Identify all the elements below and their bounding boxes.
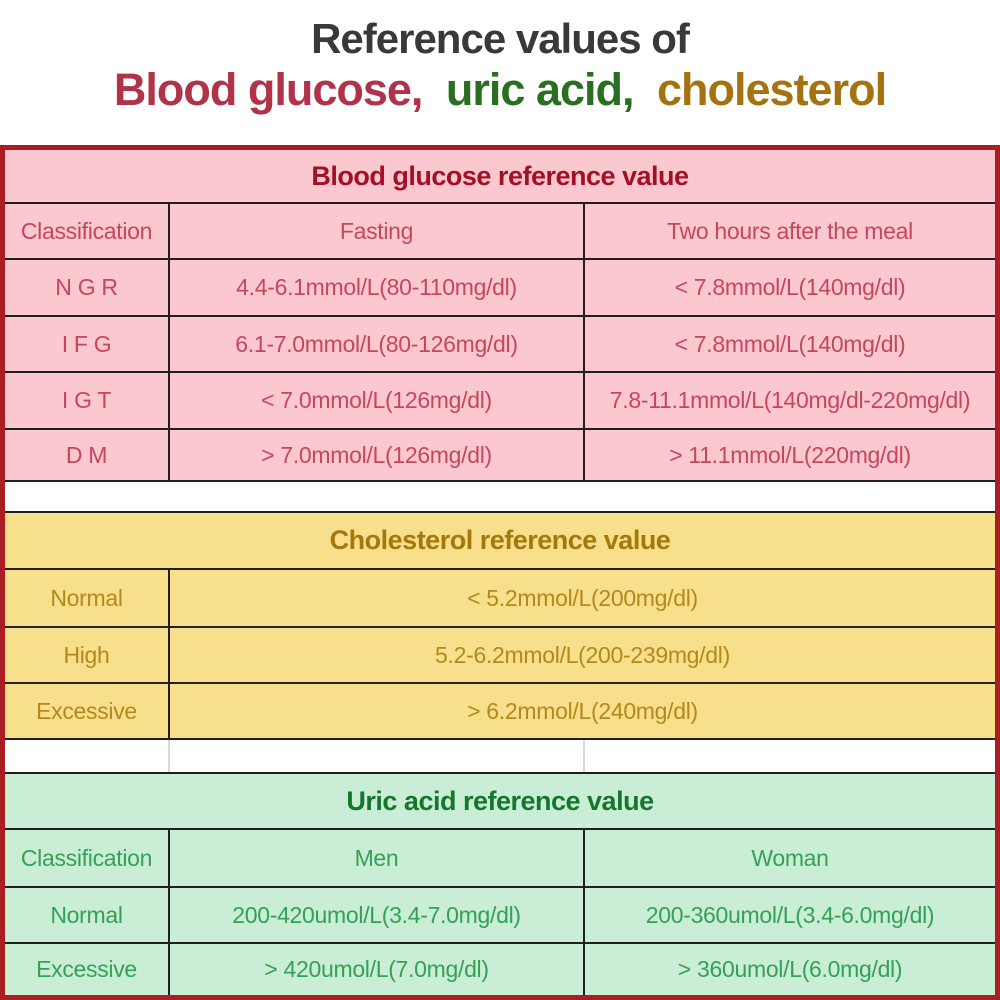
woman-value: 200-360umol/L(3.4-6.0mg/dl) (585, 888, 995, 942)
col-fasting: Fasting (170, 204, 585, 258)
row-label: I F G (5, 317, 170, 371)
woman-value: > 360umol/L(6.0mg/dl) (585, 944, 995, 995)
fasting-value: < 7.0mmol/L(126mg/dl) (170, 373, 585, 428)
after-meal-value: < 7.8mmol/L(140mg/dl) (585, 260, 995, 315)
chol-value: 5.2-6.2mmol/L(200-239mg/dl) (170, 628, 995, 682)
men-value: 200-420umol/L(3.4-7.0mg/dl) (170, 888, 585, 942)
col-two-hours-after-meal: Two hours after the meal (585, 204, 995, 258)
uric-acid-header-row: Uric acid reference value (5, 774, 995, 830)
cholesterol-table: Cholesterol reference value Normal < 5.2… (5, 513, 995, 740)
col-woman: Woman (585, 830, 995, 886)
cholesterol-header-row: Cholesterol reference value (5, 513, 995, 570)
table-row-igt: I G T < 7.0mmol/L(126mg/dl) 7.8-11.1mmol… (5, 373, 995, 430)
col-classification: Classification (5, 830, 170, 886)
title-blood-glucose: Blood glucose, (113, 64, 424, 116)
white-gap-row (5, 482, 995, 513)
row-label: Normal (5, 570, 170, 626)
blood-glucose-table: Blood glucose reference value Classifica… (5, 150, 995, 482)
col-men: Men (170, 830, 585, 886)
table-row-chol-high: High 5.2-6.2mmol/L(200-239mg/dl) (5, 628, 995, 684)
col-classification: Classification (5, 204, 170, 258)
table-row-ua-normal: Normal 200-420umol/L(3.4-7.0mg/dl) 200-3… (5, 888, 995, 944)
fasting-value: 6.1-7.0mmol/L(80-126mg/dl) (170, 317, 585, 371)
reference-tables-sheet: Blood glucose reference value Classifica… (0, 145, 1000, 1000)
table-row-chol-excessive: Excessive > 6.2mmol/L(240mg/dl) (5, 684, 995, 740)
blood-glucose-header: Blood glucose reference value (5, 150, 995, 202)
fasting-value: > 7.0mmol/L(126mg/dl) (170, 430, 585, 480)
chol-value: < 5.2mmol/L(200mg/dl) (170, 570, 995, 626)
title-uric-acid: uric acid, (445, 64, 635, 116)
table-row-chol-normal: Normal < 5.2mmol/L(200mg/dl) (5, 570, 995, 628)
blood-glucose-header-row: Blood glucose reference value (5, 150, 995, 204)
white-gap-row (5, 740, 995, 774)
uric-acid-table: Uric acid reference value Classification… (5, 774, 995, 995)
blood-glucose-column-header-row: Classification Fasting Two hours after t… (5, 204, 995, 260)
row-label: High (5, 628, 170, 682)
row-label: N G R (5, 260, 170, 315)
table-row-ua-excessive: Excessive > 420umol/L(7.0mg/dl) > 360umo… (5, 944, 995, 995)
row-label: D M (5, 430, 170, 480)
row-label: I G T (5, 373, 170, 428)
uric-acid-column-header-row: Classification Men Woman (5, 830, 995, 888)
cholesterol-header: Cholesterol reference value (5, 513, 995, 568)
table-row-dm: D M > 7.0mmol/L(126mg/dl) > 11.1mmol/L(2… (5, 430, 995, 482)
uric-acid-header: Uric acid reference value (5, 774, 995, 828)
row-label: Excessive (5, 684, 170, 738)
row-label: Normal (5, 888, 170, 942)
after-meal-value: < 7.8mmol/L(140mg/dl) (585, 317, 995, 371)
fasting-value: 4.4-6.1mmol/L(80-110mg/dl) (170, 260, 585, 315)
title-line-1: Reference values of (311, 15, 690, 62)
page-title: Reference values of Blood glucose, uric … (0, 0, 1000, 145)
row-label: Excessive (5, 944, 170, 995)
title-line-2: Blood glucose, uric acid, cholesterol (0, 64, 1000, 116)
after-meal-value: 7.8-11.1mmol/L(140mg/dl-220mg/dl) (585, 373, 995, 428)
table-row-ifg: I F G 6.1-7.0mmol/L(80-126mg/dl) < 7.8mm… (5, 317, 995, 373)
men-value: > 420umol/L(7.0mg/dl) (170, 944, 585, 995)
title-cholesterol: cholesterol (657, 64, 887, 116)
chol-value: > 6.2mmol/L(240mg/dl) (170, 684, 995, 738)
table-row-ngr: N G R 4.4-6.1mmol/L(80-110mg/dl) < 7.8mm… (5, 260, 995, 317)
after-meal-value: > 11.1mmol/L(220mg/dl) (585, 430, 995, 480)
